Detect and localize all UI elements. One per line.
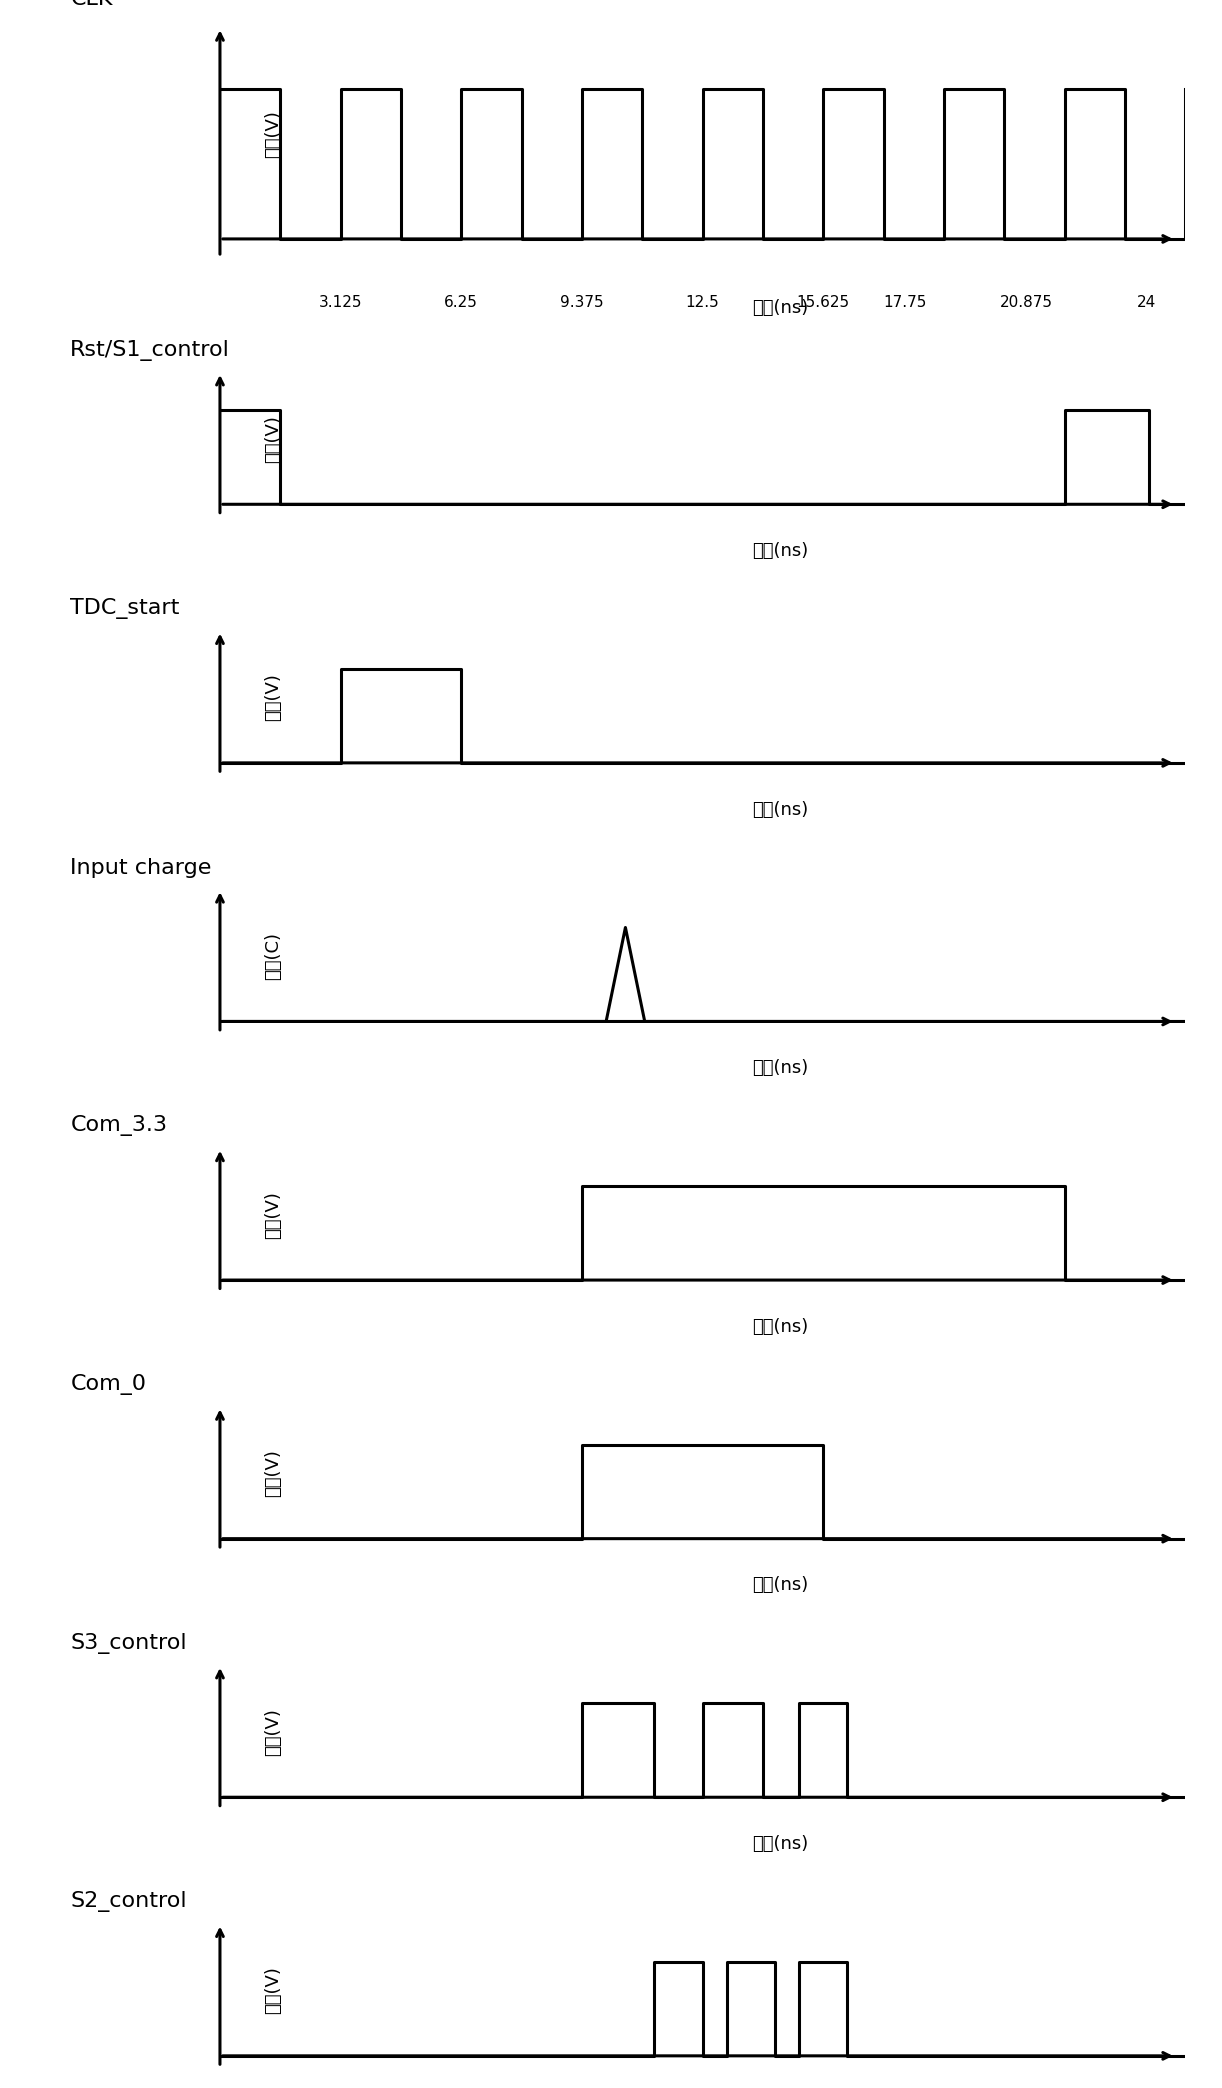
Text: 时间(ns): 时间(ns) xyxy=(752,1318,808,1336)
Text: 时间(ns): 时间(ns) xyxy=(752,1576,808,1595)
Text: Com_0: Com_0 xyxy=(71,1374,147,1395)
Text: 时间(ns): 时间(ns) xyxy=(752,1059,808,1077)
Text: 时间(ns): 时间(ns) xyxy=(752,543,808,560)
Text: 电压(V): 电压(V) xyxy=(264,1967,282,2015)
Text: 6.25: 6.25 xyxy=(445,294,478,309)
Text: S2_control: S2_control xyxy=(71,1892,187,1913)
Text: Rst/S1_control: Rst/S1_control xyxy=(71,340,230,361)
Text: 电压(V): 电压(V) xyxy=(264,674,282,720)
Text: 3.125: 3.125 xyxy=(319,294,363,309)
Text: 9.375: 9.375 xyxy=(560,294,604,309)
Text: Input charge: Input charge xyxy=(71,858,211,877)
Text: 电压(V): 电压(V) xyxy=(264,1708,282,1756)
Text: 电压(V): 电压(V) xyxy=(264,111,282,159)
Text: 15.625: 15.625 xyxy=(797,294,849,309)
Text: 时间(ns): 时间(ns) xyxy=(752,299,808,317)
Text: 电压(V): 电压(V) xyxy=(264,416,282,464)
Text: 电荷(C): 电荷(C) xyxy=(264,931,282,979)
Text: 电压(V): 电压(V) xyxy=(264,1190,282,1238)
Text: 12.5: 12.5 xyxy=(686,294,720,309)
Text: TDC_start: TDC_start xyxy=(71,599,180,620)
Text: 时间(ns): 时间(ns) xyxy=(752,1835,808,1852)
Text: 时间(ns): 时间(ns) xyxy=(752,800,808,818)
Text: CLK: CLK xyxy=(71,0,112,8)
Text: 电压(V): 电压(V) xyxy=(264,1449,282,1497)
Text: 17.75: 17.75 xyxy=(884,294,927,309)
Text: Com_3.3: Com_3.3 xyxy=(71,1115,167,1136)
Text: 24: 24 xyxy=(1138,294,1156,309)
Text: S3_control: S3_control xyxy=(71,1633,187,1654)
Text: 20.875: 20.875 xyxy=(1000,294,1052,309)
